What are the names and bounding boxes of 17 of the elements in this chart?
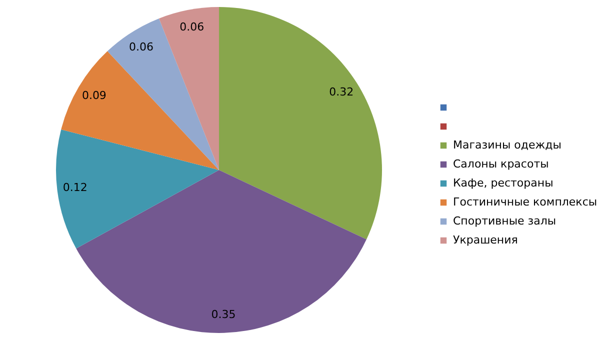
legend-label: Салоны красоты [453, 158, 549, 170]
legend-label: Гостиничные комплексы [453, 196, 598, 208]
pie-slice [56, 129, 219, 249]
data-label: 0.09 [82, 89, 106, 102]
data-label: 0.32 [329, 85, 354, 98]
data-label: 0.35 [211, 308, 236, 321]
data-label: 0.06 [180, 20, 204, 34]
pie-slice [107, 18, 219, 170]
legend-label: Украшения [453, 234, 518, 246]
pie-slice [219, 7, 382, 240]
legend-label: Кафе, рестораны [453, 176, 554, 190]
pie-slice [61, 51, 219, 170]
legend-label: Магазины одежды [453, 138, 562, 152]
legend-label: Спортивные залы [453, 214, 556, 228]
data-label: 0.06 [129, 40, 154, 54]
data-label: 0.12 [62, 181, 88, 194]
pie-slice [158, 7, 219, 170]
